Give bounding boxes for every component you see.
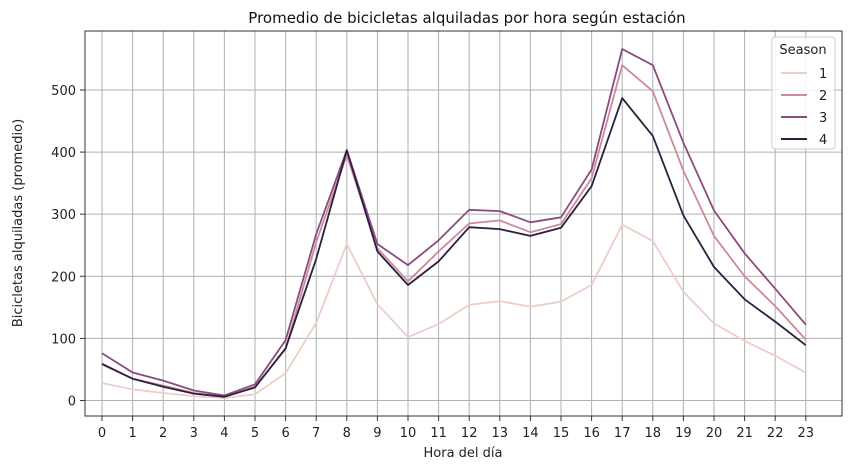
series-line-4 <box>101 97 807 398</box>
x-tick-label: 18 <box>645 426 662 441</box>
y-tick-label: 400 <box>51 146 76 161</box>
series-line-3 <box>101 48 807 397</box>
x-tick-label: 20 <box>706 426 723 441</box>
x-tick-label: 0 <box>98 426 106 441</box>
x-tick-label: 6 <box>281 426 289 441</box>
y-tick-label: 200 <box>51 270 76 285</box>
y-axis-label: Bicicletas alquiladas (promedio) <box>11 119 26 327</box>
x-tick-label: 12 <box>461 426 478 441</box>
legend-entry: 3 <box>819 111 827 126</box>
x-tick-label: 1 <box>128 426 136 441</box>
x-tick-label: 9 <box>373 426 381 441</box>
x-tick-label: 16 <box>583 426 600 441</box>
x-tick-label: 7 <box>312 426 320 441</box>
y-axis: 0 100 200 300 400 500 <box>51 84 85 409</box>
x-tick-label: 15 <box>553 426 570 441</box>
series-line-1 <box>101 223 807 399</box>
chart-title: Promedio de bicicletas alquiladas por ho… <box>248 9 685 27</box>
x-tick-label: 21 <box>736 426 753 441</box>
legend-items: 1 2 3 4 <box>781 67 827 148</box>
legend-box <box>771 36 836 150</box>
legend-title: Season <box>779 43 826 58</box>
series-layer <box>101 48 807 399</box>
x-tick-label: 2 <box>159 426 167 441</box>
legend-entry: 2 <box>819 89 827 104</box>
y-tick-label: 500 <box>51 84 76 99</box>
legend-entry: 4 <box>819 133 827 148</box>
x-tick-label: 23 <box>798 426 815 441</box>
x-tick-label: 22 <box>767 426 784 441</box>
x-tick-label: 4 <box>220 426 228 441</box>
legend: Season 1 2 3 4 <box>771 36 836 150</box>
x-tick-label: 19 <box>675 426 692 441</box>
series-line-2 <box>101 64 807 398</box>
plot-frame <box>84 30 843 417</box>
y-tick-label: 0 <box>68 394 76 409</box>
x-axis: 0 1 2 3 4 5 6 7 8 9 10 11 12 13 14 15 16 17 18 19 20 21 22 23 <box>98 416 814 441</box>
y-tick-label: 100 <box>51 332 76 347</box>
grid-lines <box>85 31 842 416</box>
x-tick-label: 10 <box>400 426 417 441</box>
x-axis-label: Hora del día <box>424 446 503 461</box>
x-tick-label: 14 <box>522 426 539 441</box>
x-tick-label: 8 <box>343 426 351 441</box>
y-tick-label: 300 <box>51 208 76 223</box>
x-tick-label: 11 <box>430 426 447 441</box>
x-tick-label: 5 <box>251 426 259 441</box>
x-tick-label: 3 <box>190 426 198 441</box>
legend-entry: 1 <box>819 67 827 82</box>
x-tick-label: 13 <box>492 426 509 441</box>
x-tick-label: 17 <box>614 426 631 441</box>
